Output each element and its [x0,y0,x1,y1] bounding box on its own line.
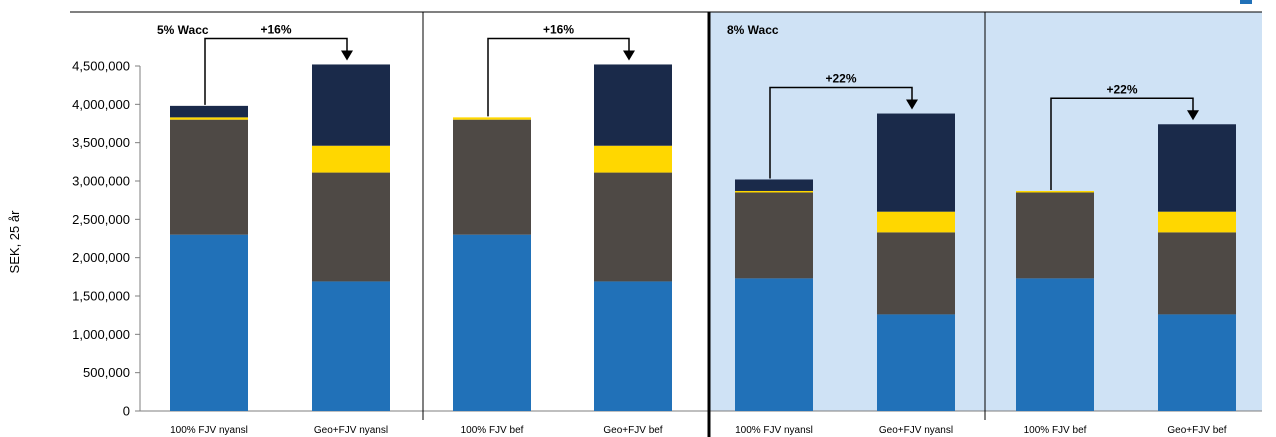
bar-segment [735,278,813,411]
y-tick-label: 4,500,000 [72,59,130,74]
bar-segment [877,314,955,411]
y-axis-label: SEK, 25 år [7,210,22,274]
bar-segment [594,64,672,146]
y-tick-label: 500,000 [83,365,130,380]
bar-segment [170,119,248,235]
change-arrow [204,37,348,105]
arrow-head [341,50,353,61]
section-label: 5% Wacc [157,23,209,37]
y-tick-label: 3,000,000 [72,174,130,189]
change-arrow [769,86,913,179]
y-tick-label: 4,000,000 [72,97,130,112]
bar-segment [453,119,531,235]
bar-segment [453,117,531,120]
bars-layer [170,64,1236,411]
x-tick-label: Geo+FJV bef [1167,425,1226,436]
legend-fragment [1240,0,1252,4]
y-tick-label: 1,500,000 [72,289,130,304]
bar-segment [312,172,390,282]
x-tick-label: 100% FJV nyansl [735,425,813,436]
change-arrow [487,37,630,117]
axis-layer: SEK, 25 år 0 500,000 1,000,000 1,500,000 2,0… [7,59,1227,437]
x-tick-label: 100% FJV bef [461,425,524,436]
annotations-layer: 5% Wacc 8% Wacc +16% +16% +22% +22% [157,22,1199,190]
bar-segment [735,192,813,279]
bar-segment [1158,211,1236,233]
bar-segment [170,117,248,120]
x-tick-label: 100% FJV bef [1024,425,1087,436]
bar-segment [1158,232,1236,315]
y-tick-label: 2,000,000 [72,250,130,265]
x-tick-label: Geo+FJV bef [603,425,662,436]
x-tick-label: Geo+FJV nyansl [314,425,388,436]
bar-segment [877,211,955,233]
change-label: +22% [825,72,856,86]
y-tick-label: 1,000,000 [72,327,130,342]
bar-segment [1016,192,1094,279]
bar-segment [453,234,531,411]
arrow-head [623,50,635,61]
section-label: 8% Wacc [727,23,779,37]
bar-segment [170,105,248,118]
change-label: +16% [260,22,291,36]
y-tick-label: 2,500,000 [72,212,130,227]
x-tick-label: Geo+FJV nyansl [879,425,953,436]
y-tick-label: 3,500,000 [72,135,130,150]
bar-segment [170,234,248,411]
bar-segment [735,179,813,191]
bar-segment [877,232,955,315]
bar-segment [312,281,390,411]
bar-segment [1016,278,1094,411]
arrow-head [906,99,918,110]
legend-swatch [1240,0,1252,4]
change-label: +22% [1106,82,1137,96]
bar-segment [877,113,955,212]
arrow-head [1187,110,1199,121]
change-arrow [1050,97,1194,190]
bar-segment [594,172,672,282]
change-label: +16% [543,22,574,36]
x-tick-label: 100% FJV nyansl [170,425,248,436]
bar-segment [735,190,813,193]
bar-segment [594,145,672,173]
bar-segment [1158,124,1236,212]
bar-segment [1158,314,1236,411]
bar-segment [594,281,672,411]
bar-segment [1016,190,1094,193]
y-tick-label: 0 [123,404,130,419]
bar-segment [312,64,390,146]
bar-segment [312,145,390,173]
